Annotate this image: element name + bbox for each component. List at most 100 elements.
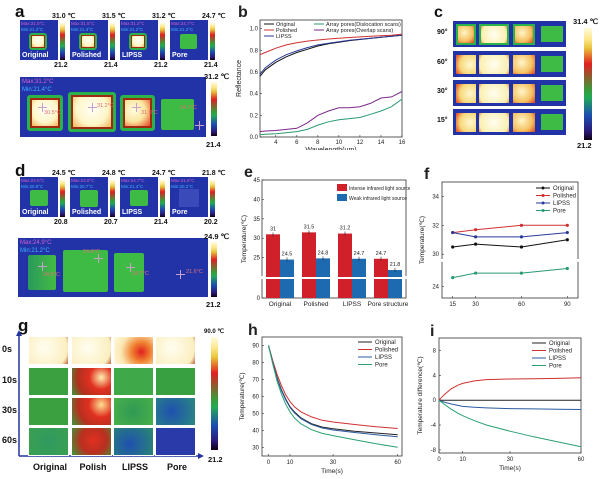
y-tick-label: 60 xyxy=(252,395,259,401)
sample-name-label: Polished xyxy=(72,209,102,216)
axis-break-line xyxy=(260,277,408,279)
legend-label: LIPSS xyxy=(276,34,292,40)
x-tick-label: 30 xyxy=(472,302,479,308)
x-tick-label: 4 xyxy=(274,140,278,146)
y-tick-label: 0.6 xyxy=(250,70,259,76)
x-axis-label: Angle(°) xyxy=(498,309,522,310)
min-temp-text: Min:20.8°C xyxy=(21,184,44,189)
sample-spot xyxy=(456,84,476,103)
bar-value-label: 31.2 xyxy=(340,226,351,232)
sample-name-label: LIPSS xyxy=(122,52,143,59)
sample-spot xyxy=(541,56,563,72)
thermal-cell xyxy=(28,336,69,365)
x-tick-label: 30 xyxy=(330,460,337,466)
min-temp-text: Min:20.7°C xyxy=(71,184,94,189)
y-tick-label: 32 xyxy=(432,223,439,229)
scale-max-label: 31.2 ℃ xyxy=(204,72,230,81)
max-temp-text: Max:24.7°C xyxy=(121,178,145,183)
x-category-label: Pore structure xyxy=(368,301,409,308)
y-tick-label: 35 xyxy=(253,217,260,223)
panel-i-temperature-difference-chart: i 0 10 30 60 -8 -4 0 4 8 Time(s) Temperature differ… xyxy=(417,323,585,472)
sample-spot xyxy=(456,113,476,132)
max-temp-text: Max:24.8°C xyxy=(71,178,95,183)
angle-label: 60° xyxy=(437,59,448,66)
spot-temp-label: 24.8°C xyxy=(83,249,100,255)
series-line-lipss xyxy=(268,345,398,438)
y-tick-label: 0 xyxy=(433,398,437,404)
scale-max-label: 24.5 ℃ xyxy=(52,170,76,177)
legend-label: Pore xyxy=(549,364,562,370)
panel-e-temperature-bar-chart: e 0 25 30 35 40 45 Temperature(℃) Original 31 24.5… xyxy=(241,164,410,308)
data-point-lipss xyxy=(519,235,524,239)
sample-spot xyxy=(479,24,509,45)
panel-a-label: a xyxy=(15,2,25,21)
sample-spot xyxy=(30,190,48,206)
bar-weak xyxy=(388,270,402,298)
crosshair-icon xyxy=(132,103,141,112)
sample-column-label: LIPSS xyxy=(121,462,148,472)
y-tick-label: 0.2 xyxy=(250,113,259,119)
crosshair-icon xyxy=(38,103,47,112)
crosshair-icon xyxy=(88,103,97,112)
scale-min-label: 21.4 xyxy=(206,140,221,149)
y-tick-label: 70 xyxy=(252,378,259,384)
angle-label: 15° xyxy=(437,117,448,124)
thermal-cell xyxy=(155,336,196,365)
max-temp-text: Max:31.5°C xyxy=(71,21,95,26)
series-line-original xyxy=(259,34,403,77)
series-line-lipss xyxy=(438,399,582,410)
scale-max-label: 24.8 ℃ xyxy=(102,170,126,177)
y-tick-label: 1.0 xyxy=(250,27,259,33)
legend-marker xyxy=(541,194,545,197)
data-point-original xyxy=(519,245,524,249)
sample-spot xyxy=(513,84,535,103)
max-temp-text: Max:24.5°C xyxy=(21,178,45,183)
thermal-cell xyxy=(28,367,69,396)
scale-min-label: 21.2 xyxy=(154,62,168,69)
panel-f-label: f xyxy=(424,166,430,183)
y-tick-label: 80 xyxy=(252,361,259,367)
spot-temp-label: 24.7°C xyxy=(180,105,197,111)
y-axis-label: Temperature difference(℃) xyxy=(417,356,424,434)
legend-label: Poilshed xyxy=(549,349,572,355)
panel-g-label: g xyxy=(18,316,29,335)
legend-marker xyxy=(541,201,545,205)
min-temp-text: Min:21.4°C xyxy=(22,87,52,93)
x-tick-label: 30 xyxy=(507,457,514,463)
scale-max-label: 31.0 ℃ xyxy=(52,13,76,20)
crosshair-icon xyxy=(38,262,47,271)
data-point-pore xyxy=(474,271,478,275)
scale-max-label: 31.4 ℃ xyxy=(573,17,599,26)
time-row-label: 0s xyxy=(2,344,13,354)
sample-spot xyxy=(541,114,563,130)
legend-label: Original xyxy=(553,186,574,192)
angle-thermal-strip xyxy=(452,108,567,136)
time-row-label: 60s xyxy=(2,435,18,445)
thermal-cell xyxy=(113,367,154,396)
series-line-pore xyxy=(268,345,398,448)
sample-name-label: Pore xyxy=(172,209,188,216)
scale-min-label: 20.8 xyxy=(54,219,68,226)
y-tick-label: 40 xyxy=(252,429,259,435)
sample-spot xyxy=(456,55,476,74)
thermal-cell xyxy=(113,336,154,365)
scale-max-label: 21.8 ℃ xyxy=(202,170,226,177)
color-scale-bar xyxy=(211,337,218,450)
max-temp-text: Max:31.2°C xyxy=(22,79,54,85)
y-tick-label: 34 xyxy=(432,194,439,200)
scale-min-label: 21.4 xyxy=(104,62,118,69)
scale-max-label: 24.9 ℃ xyxy=(204,232,230,241)
min-temp-text: Min:21.4°C xyxy=(71,27,94,32)
scale-min-label: 21.2 xyxy=(208,455,223,464)
legend-swatch xyxy=(337,194,347,201)
y-tick-label: 24 xyxy=(432,285,439,291)
y-tick-label: 45 xyxy=(253,178,260,184)
panel-a-combined-thermal-image: Max:31.2°C Min:21.4°C 30.5°C 31.2°C 31.0… xyxy=(20,77,206,137)
pore-sample xyxy=(161,99,194,130)
scale-min-label: 20.7 xyxy=(104,219,118,226)
x-axis-label: Time(s) xyxy=(499,465,521,472)
y-tick-label: 30 xyxy=(253,236,260,242)
thermal-image-original: Max:31.0°C Min:21.2°C Original xyxy=(20,20,58,60)
legend-label: Pore xyxy=(553,209,566,215)
series-line-array-pores-dislocation-scans- xyxy=(259,98,403,136)
